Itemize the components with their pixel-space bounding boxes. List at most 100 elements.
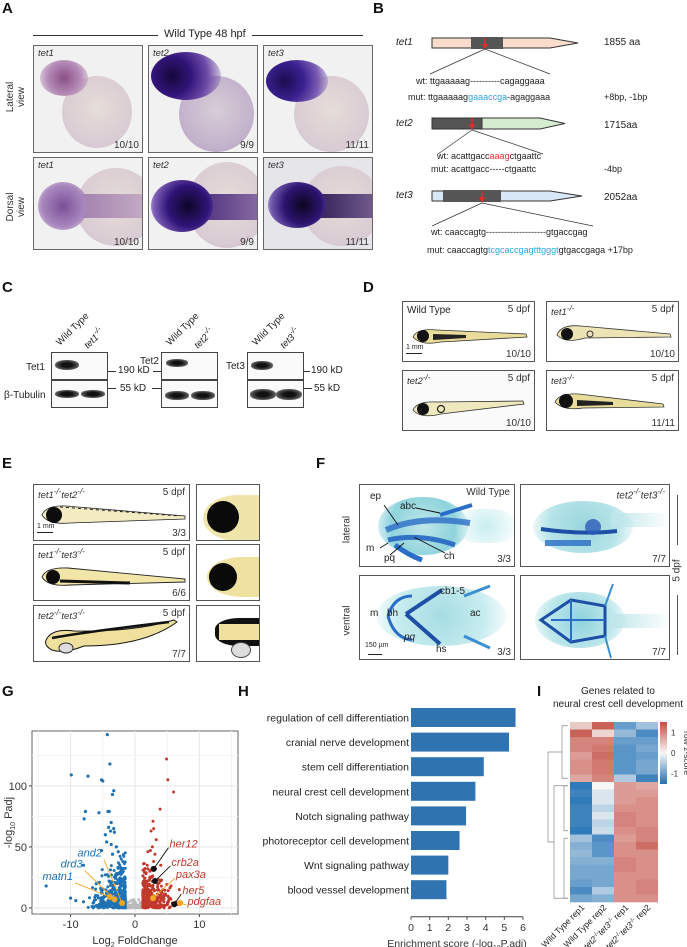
a-image-lateral-tet1: tet1 10/10	[33, 45, 143, 153]
bar-3	[411, 781, 476, 801]
point-up	[146, 850, 150, 854]
category-label: Wnt signaling pathway	[304, 860, 410, 872]
genotype-label: tet3-/-	[551, 373, 575, 388]
point-up	[141, 893, 145, 897]
embryo-head	[40, 60, 88, 96]
point-down	[113, 888, 117, 892]
h-enrichment-chart: regulation of cell differentiation crania…	[262, 708, 527, 947]
point-up	[162, 900, 166, 904]
point-ns	[128, 906, 132, 910]
gene-label: tet1	[38, 48, 54, 59]
point-labeled-her12	[150, 865, 157, 872]
gene-label: tet3	[268, 160, 284, 171]
a-image-dorsal-tet2: tet2 9/9	[148, 157, 258, 250]
gene-label: tet1	[38, 160, 54, 171]
heatmap-cell-r23-c2	[614, 894, 636, 903]
point-down	[119, 878, 123, 882]
point-down	[98, 880, 102, 884]
category-label: blood vessel development	[288, 885, 409, 897]
c-marker: 190 kD	[311, 365, 343, 376]
point-labeled-her5	[171, 901, 178, 908]
point-down	[103, 833, 107, 837]
point-labeled-matn1	[106, 893, 113, 900]
tet2-schematic	[431, 117, 566, 155]
point-down	[81, 863, 86, 867]
scale-bar	[406, 353, 422, 354]
b-gene-schematics	[429, 37, 594, 227]
cartilage	[456, 509, 514, 543]
point-down	[105, 840, 109, 844]
heatmap-cell-r2-c0	[570, 737, 592, 745]
eye	[209, 563, 237, 591]
point-down	[120, 889, 124, 893]
d-image-tet3: tet3-/- 5 dpf 11/11	[546, 370, 679, 431]
point-up	[151, 819, 155, 823]
x-tick-label: 0	[132, 919, 138, 931]
point-down	[119, 865, 123, 869]
point-up	[166, 889, 170, 893]
point-down	[110, 792, 115, 797]
embryo-head	[268, 182, 326, 228]
heatmap-cell-r2-c2	[614, 737, 636, 745]
heatmap-cell-r9-c2	[614, 789, 636, 798]
c-blot-tet2	[161, 352, 218, 380]
heatmap-cell-r19-c1	[592, 864, 614, 873]
point-down	[99, 886, 103, 890]
heatmap-cell-r13-c1	[592, 819, 614, 828]
point-up	[146, 889, 150, 893]
heatmap-cell-r12-c3	[636, 812, 658, 820]
mutation-arrow-icon	[469, 124, 475, 130]
label-leader	[74, 882, 111, 898]
heatmap-cell-r0-c3	[636, 722, 658, 730]
heatmap-cell-r17-c3	[636, 849, 658, 858]
point-down	[74, 898, 78, 903]
c-lane-label: tet3-/-	[278, 324, 299, 352]
point-up	[154, 838, 158, 842]
b-wt-seq-tet2: wt: acattgaccaaagctgaattc	[437, 151, 542, 161]
b-change-tet2: -4bp	[604, 164, 623, 174]
heatmap-cell-r8-c0	[570, 782, 592, 790]
heatmap-cell-r11-c3	[636, 804, 658, 813]
point-down	[113, 891, 117, 895]
point-up	[150, 845, 154, 849]
count-label: 10/10	[505, 349, 531, 360]
marker-tick	[304, 388, 312, 389]
point-down	[106, 809, 110, 814]
heatmap-cell-r9-c1	[592, 789, 614, 798]
heatmap-cell-r20-c3	[636, 872, 658, 880]
bar-4	[411, 806, 467, 826]
a-row-label-lateral: Lateral view	[5, 81, 27, 113]
b-change-tet3: +17bp	[607, 245, 633, 255]
c-loading-label: β-Tubulin	[4, 390, 46, 401]
x-tick-label: 3	[464, 922, 470, 934]
pigment	[219, 624, 259, 640]
a-row-label-dorsal: Dorsal view	[5, 192, 27, 222]
point-down	[122, 877, 126, 881]
label-leader	[103, 859, 123, 904]
dendrogram-branch	[553, 785, 568, 899]
point-down	[112, 868, 116, 872]
x-tick-label: -10	[63, 919, 79, 931]
f-side-bracket	[677, 595, 678, 655]
bar-6	[411, 855, 449, 875]
point-down	[83, 809, 88, 814]
point-down	[92, 905, 96, 909]
scale-bar-label: 150 µm	[365, 642, 389, 649]
heatmap-cell-r21-c3	[636, 879, 658, 888]
point-up	[152, 827, 156, 831]
point-down	[100, 874, 104, 878]
heatmap-cell-r10-c2	[614, 797, 636, 805]
count-label: 10/10	[649, 349, 675, 360]
heatmap-cell-r6-c0	[570, 767, 592, 775]
point-down	[122, 854, 126, 858]
point-up	[152, 860, 156, 864]
gene-label-pax3a: pax3a	[175, 869, 206, 881]
point-down	[97, 811, 101, 815]
point-down	[96, 894, 100, 898]
category-label: neural crest cell development	[272, 786, 409, 798]
point-down	[69, 773, 73, 777]
point-up	[147, 892, 151, 896]
f-row-label-lateral: lateral	[341, 515, 353, 544]
annotation-m: m	[366, 543, 375, 554]
c-blot-tubulin-2	[161, 380, 218, 408]
